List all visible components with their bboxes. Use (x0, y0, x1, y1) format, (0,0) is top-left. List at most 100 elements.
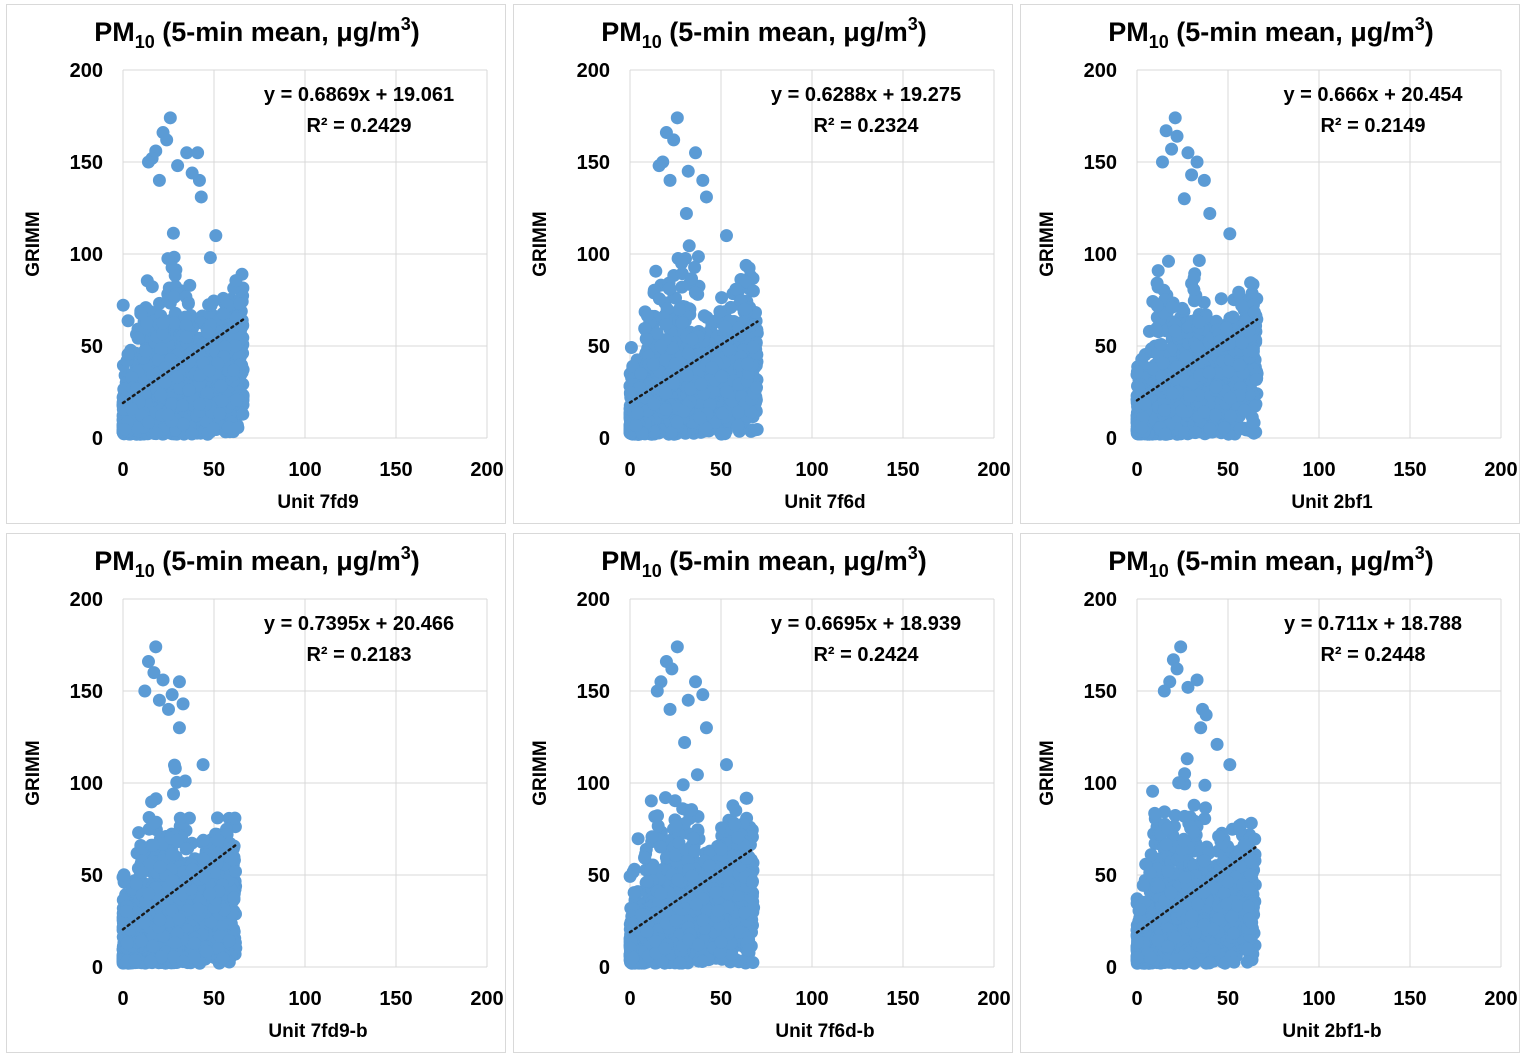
data-point (176, 398, 189, 412)
data-point (1181, 146, 1195, 160)
data-point (193, 369, 207, 382)
y-axis-label: GRIMM (23, 740, 44, 805)
data-point (1168, 111, 1182, 125)
data-point (659, 403, 673, 416)
data-point (705, 361, 719, 375)
x-tick-label: 200 (470, 459, 503, 481)
x-tick-label: 50 (1217, 459, 1239, 481)
data-point (688, 286, 702, 300)
data-point (191, 146, 205, 160)
y-tick-label: 150 (1084, 152, 1117, 174)
data-point (1208, 408, 1222, 422)
data-points (623, 111, 764, 441)
data-point (685, 332, 699, 346)
x-tick-label: 150 (379, 459, 412, 481)
data-point (672, 302, 686, 316)
data-point (215, 394, 229, 408)
y-tick-label: 50 (81, 865, 103, 887)
data-point (668, 357, 682, 371)
data-point (1214, 292, 1228, 306)
data-point (652, 292, 666, 306)
data-point (125, 402, 139, 416)
y-tick-label: 0 (1106, 428, 1117, 450)
data-point (1226, 310, 1240, 324)
data-point (218, 340, 232, 354)
data-point (699, 421, 713, 435)
data-point (665, 426, 678, 439)
data-point (236, 318, 250, 332)
data-point (152, 173, 166, 187)
data-point (746, 340, 760, 354)
x-tick-label: 150 (1393, 459, 1426, 481)
data-point (638, 322, 652, 335)
data-point (231, 421, 245, 435)
y-axis-label: GRIMM (530, 211, 551, 276)
data-point (693, 411, 707, 425)
x-tick-label: 50 (203, 459, 225, 481)
data-point (116, 298, 130, 312)
y-tick-label: 200 (70, 60, 103, 82)
data-point (732, 321, 746, 335)
chart-title: PM10 (5-min mean, μg/m3) (601, 14, 927, 52)
data-point (713, 305, 727, 319)
x-tick-label: 0 (1131, 459, 1142, 481)
x-tick-label: 200 (470, 988, 503, 1010)
y-tick-label: 0 (599, 428, 610, 450)
y-tick-label: 100 (1084, 244, 1117, 266)
data-point (1224, 409, 1238, 423)
data-point (156, 327, 169, 341)
data-point (139, 344, 153, 358)
data-point (229, 274, 243, 288)
data-point (1235, 336, 1249, 350)
data-point (216, 307, 230, 321)
data-point (131, 331, 145, 345)
scatter-chart-1: PM10 (5-min mean, μg/m3) 0 50 100 150 200 0 50 1… (6, 4, 506, 524)
y-tick-label: 100 (70, 773, 103, 795)
data-point (718, 320, 732, 334)
data-point (154, 388, 168, 402)
data-point (662, 368, 676, 382)
data-point (714, 369, 728, 383)
data-point (685, 272, 698, 286)
y-tick-label: 0 (92, 428, 103, 450)
data-point (209, 229, 223, 243)
data-point (180, 146, 194, 160)
data-point (165, 397, 179, 411)
y-tick-label: 200 (577, 60, 610, 82)
data-point (1202, 366, 1216, 380)
scatter-plot-svg: PM10 (5-min mean, μg/m3)0 50 100 150 2000501… (1037, 14, 1518, 513)
scatter-plot-svg: PM10 (5-min mean, μg/m3)0 50 100 150 2000501… (530, 14, 1011, 513)
data-point (192, 379, 206, 393)
data-point (1219, 321, 1233, 335)
data-point (691, 250, 705, 264)
data-point (654, 339, 668, 353)
x-tick-label: 150 (379, 988, 412, 1010)
data-point (1170, 129, 1184, 143)
data-point (670, 415, 684, 429)
data-point (1138, 397, 1152, 411)
data-point (714, 335, 728, 348)
data-point (227, 363, 240, 377)
data-point (1166, 386, 1180, 400)
data-point (1187, 283, 1201, 297)
data-point (171, 159, 185, 173)
data-point (1188, 426, 1202, 440)
data-point (1132, 381, 1146, 395)
data-point (750, 423, 764, 436)
y-tick-label: 150 (70, 152, 103, 174)
x-tick-label: 200 (977, 459, 1010, 481)
x-tick-label: 100 (795, 459, 828, 481)
data-point (185, 166, 199, 180)
data-point (1162, 254, 1175, 268)
data-point (1130, 365, 1144, 379)
data-point (1165, 142, 1179, 156)
data-point (722, 342, 736, 356)
scatter-plot-svg: PM10 (5-min mean, μg/m3)0 50 100 150 2000501… (23, 543, 504, 1042)
r-squared-label: R² = 0.2324 (813, 115, 919, 137)
y-tick-label: 200 (70, 589, 103, 611)
data-point (236, 407, 250, 421)
data-point (168, 269, 182, 282)
x-tick-label: 50 (710, 459, 732, 481)
data-point (1170, 360, 1184, 374)
